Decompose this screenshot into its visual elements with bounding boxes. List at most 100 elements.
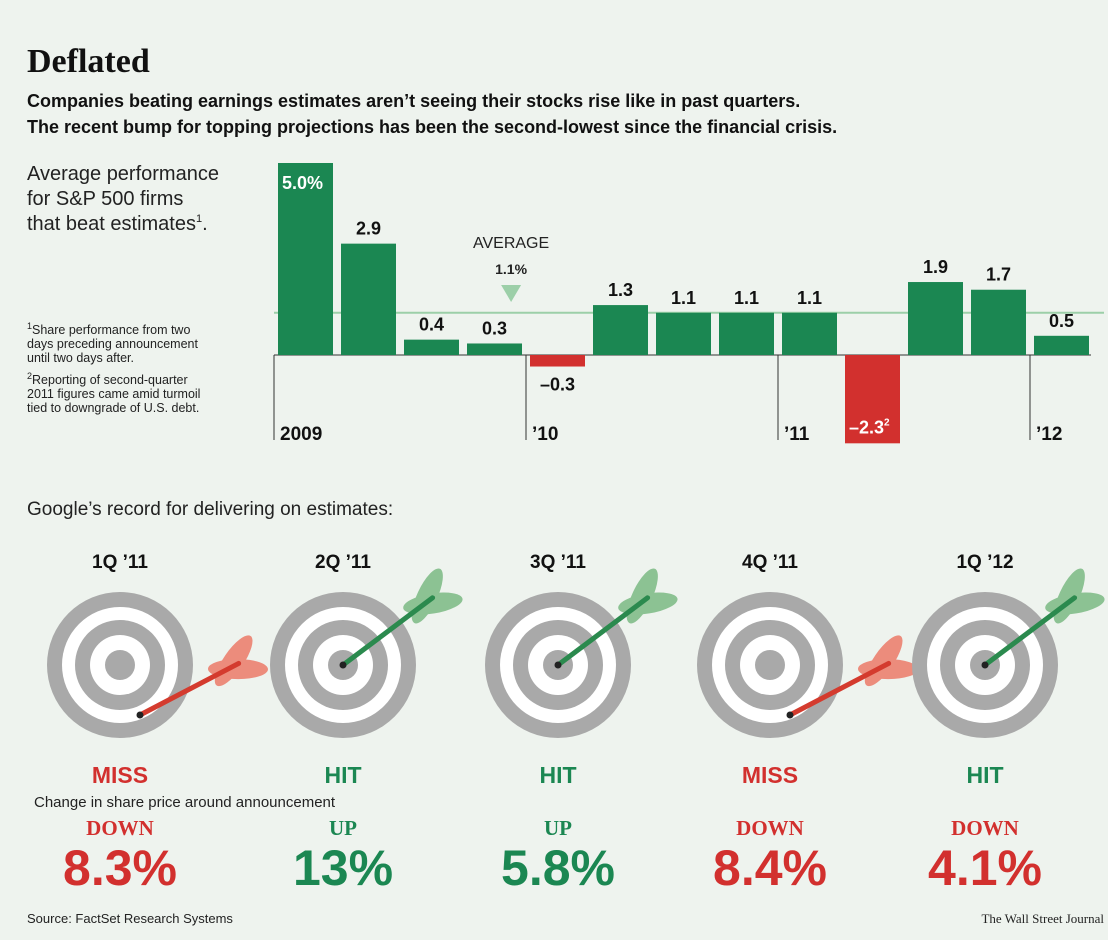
dart [786, 635, 918, 719]
footnote: 2011 figures came amid turmoil [27, 387, 200, 401]
result: MISS [92, 762, 148, 788]
description: Average performance [27, 163, 219, 185]
description: . [202, 213, 208, 235]
description: that beat estimates1. [27, 213, 208, 235]
value-label: 5.0% [282, 173, 323, 193]
direction: DOWN [86, 816, 154, 840]
title: Deflated [27, 43, 150, 80]
note-mark: 2 [884, 417, 890, 428]
bar [593, 305, 648, 355]
google-note: Change in share price around announcemen… [34, 794, 336, 811]
direction: DOWN [736, 816, 804, 840]
subtitle: Companies beating earnings estimates are… [27, 91, 800, 111]
bar [908, 282, 963, 355]
dart-shaft [340, 595, 436, 668]
bar [719, 312, 774, 355]
value-label: 1.9 [923, 257, 948, 277]
dart-shaft [137, 660, 242, 718]
quarter: 3Q ’11 [530, 552, 586, 573]
dart-tip [786, 711, 794, 719]
average-value-label: 1.1% [495, 261, 527, 277]
result: HIT [966, 762, 1003, 788]
source: Source: FactSet Research Systems [27, 911, 233, 926]
quarter: 1Q ’11 [92, 552, 148, 573]
value-label: 1.1 [797, 288, 822, 308]
change: 13% [293, 840, 393, 896]
dart-shaft [787, 660, 892, 718]
x-tick-label: 2009 [280, 424, 322, 445]
dart [136, 635, 268, 719]
bar [467, 343, 522, 355]
quarter: 4Q ’11 [742, 552, 798, 573]
bar [404, 339, 459, 355]
dart-tip [554, 661, 562, 669]
target-ring [105, 650, 135, 680]
dart-tip [981, 661, 989, 669]
target-ring [755, 650, 785, 680]
note-mark: 1 [27, 321, 32, 331]
average-marker [501, 285, 522, 302]
dart-shaft [555, 595, 651, 668]
value-label: 0.5 [1049, 311, 1074, 331]
quarter: 1Q ’12 [956, 552, 1013, 573]
bar [1034, 335, 1089, 355]
footnote: Share performance from two [32, 323, 190, 337]
value-label: 0.3 [482, 318, 507, 338]
value-label: 2.9 [356, 219, 381, 239]
bar [278, 163, 333, 355]
footnote: until two days after. [27, 351, 134, 365]
value-label: 1.7 [986, 265, 1011, 285]
value-label: –0.3 [540, 375, 575, 395]
value-label: 1.3 [608, 280, 633, 300]
google-heading: Google’s record for delivering on estima… [27, 499, 393, 520]
value-label: 0.3 [482, 318, 507, 338]
value-label: 2.9 [356, 219, 381, 239]
bar [782, 312, 837, 355]
direction: UP [544, 816, 572, 840]
result: MISS [742, 762, 798, 788]
result: HIT [324, 762, 361, 788]
value-label: 0.5 [1049, 311, 1074, 331]
result: HIT [539, 762, 576, 788]
dart [339, 568, 463, 669]
value-label: 1.1 [671, 288, 696, 308]
dart-tip [136, 711, 144, 719]
bar [656, 312, 711, 355]
description: for S&P 500 firms [27, 188, 183, 210]
note-mark: 2 [27, 371, 32, 381]
value-label: 0.4 [419, 315, 444, 335]
x-tick-label: ’10 [532, 424, 558, 445]
bar [530, 355, 585, 367]
footnote: until two days after. [27, 351, 134, 365]
value-label: 1.1 [734, 288, 759, 308]
value-label: 1.9 [923, 257, 948, 277]
value-label: 1.7 [986, 265, 1011, 285]
dart [554, 568, 678, 669]
change: 8.3% [63, 840, 177, 896]
footnote: Reporting of second-quarter [32, 373, 188, 387]
footnote: 1Share performance from two [27, 321, 190, 337]
x-tick-label: ’12 [1036, 424, 1062, 445]
value-label: 1.1 [671, 288, 696, 308]
bar [971, 289, 1026, 355]
change: 8.4% [713, 840, 827, 896]
value-label: 0.4 [419, 315, 444, 335]
description: that beat estimates [27, 213, 196, 235]
value-label: –2.32 [849, 417, 890, 437]
credit: The Wall Street Journal [981, 911, 1104, 926]
average-label: AVERAGE [473, 235, 549, 252]
footnote: 2011 figures came amid turmoil [27, 387, 200, 401]
value-label: 1.1 [797, 288, 822, 308]
x-tick-label: ’11 [784, 424, 810, 445]
note-mark: 1 [196, 213, 202, 225]
direction: DOWN [951, 816, 1019, 840]
quarter: 2Q ’11 [315, 552, 371, 573]
subtitle: The recent bump for topping projections … [27, 117, 837, 137]
footnote: 2Reporting of second-quarter [27, 371, 188, 387]
direction: UP [329, 816, 357, 840]
value-label: –2.3 [849, 417, 884, 437]
footnote: tied to downgrade of U.S. debt. [27, 401, 199, 415]
dart-shaft [982, 595, 1078, 668]
